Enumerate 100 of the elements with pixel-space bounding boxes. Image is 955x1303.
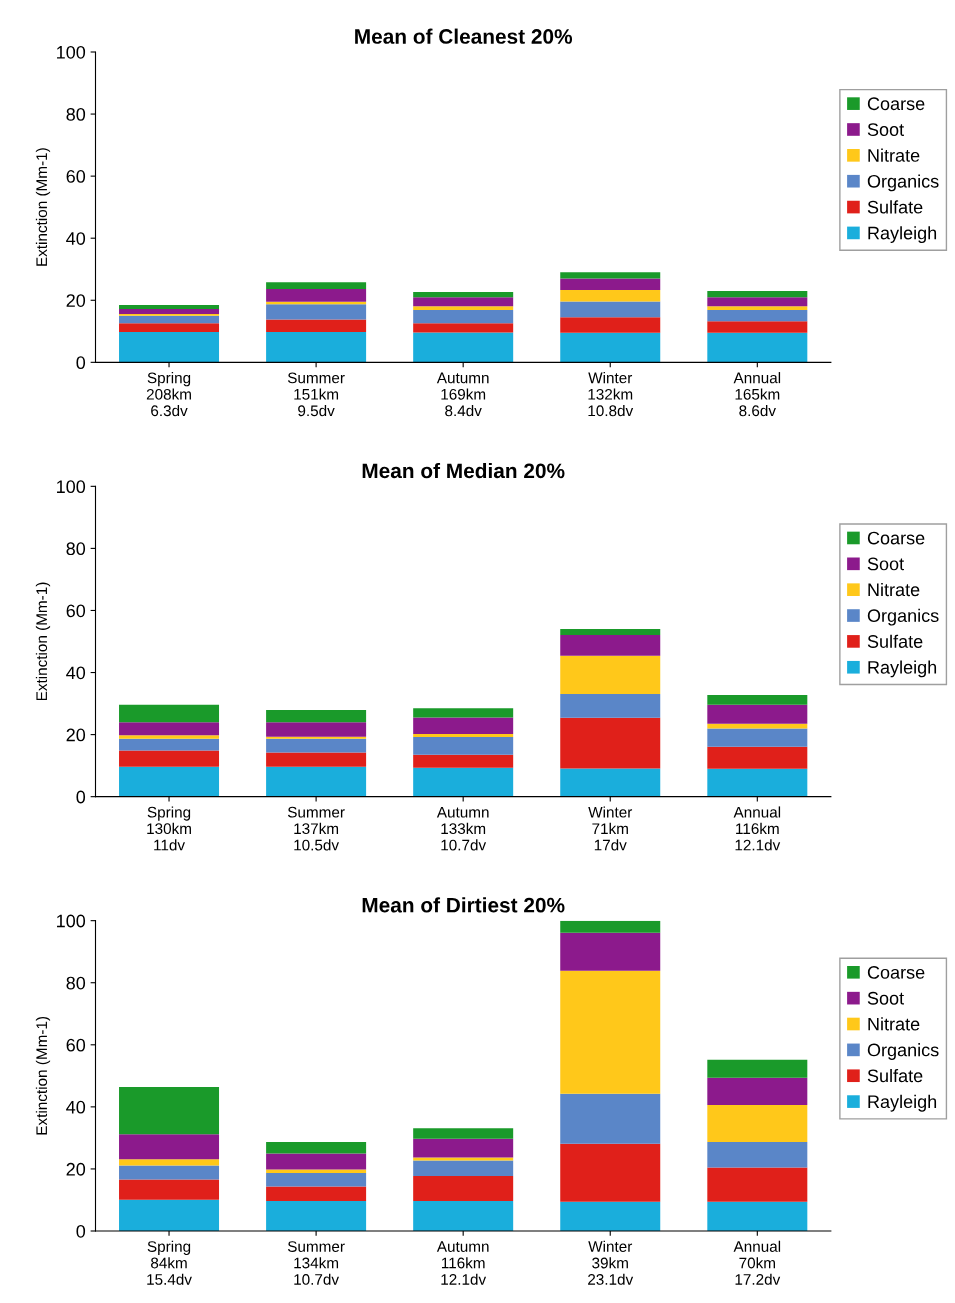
bar <box>119 1165 220 1180</box>
y-tick-label: 100 <box>57 914 86 928</box>
bar <box>119 1159 220 1166</box>
bar <box>707 728 808 747</box>
bar <box>119 1087 220 1135</box>
bar <box>707 746 808 769</box>
y-tick-label: 20 <box>66 1162 86 1176</box>
legend-label: Nitrate <box>868 148 920 162</box>
bar <box>266 1200 367 1231</box>
chart-title: Mean of Median 20% <box>362 462 565 479</box>
bar <box>707 1105 808 1142</box>
bar <box>119 315 220 324</box>
bar <box>560 1201 661 1231</box>
bar <box>266 738 367 753</box>
bar <box>266 304 367 320</box>
bar <box>413 708 514 718</box>
bar <box>119 1179 220 1200</box>
bar <box>266 319 367 332</box>
bar <box>707 1059 808 1078</box>
x-tick-label: Annual 165km 8.6dv <box>733 372 781 417</box>
y-tick-label: 0 <box>76 1224 86 1238</box>
legend-label: Soot <box>867 557 904 571</box>
y-tick-label: 40 <box>66 1100 86 1114</box>
x-tick-label: Annual 116km 12.1dv <box>733 806 781 851</box>
bar <box>707 1167 808 1202</box>
bar <box>266 1172 367 1187</box>
y-tick-label: 100 <box>57 480 86 494</box>
y-tick-label: 20 <box>66 728 86 742</box>
bar <box>707 290 808 298</box>
bar <box>707 309 808 322</box>
bar <box>560 332 661 363</box>
legend-label: Soot <box>867 991 904 1005</box>
x-tick-label: Annual 70km 17.2dv <box>733 1240 781 1285</box>
bar <box>266 710 367 723</box>
bar <box>119 704 220 723</box>
bar <box>560 970 661 1094</box>
x-tick-label: Autumn 133km 10.7dv <box>436 806 489 851</box>
bar <box>413 1176 514 1201</box>
bar <box>413 306 514 310</box>
bar <box>119 304 220 309</box>
bar <box>119 323 220 332</box>
bar <box>413 291 514 298</box>
bar <box>413 1200 514 1231</box>
x-tick-label: Spring 208km 6.3dv <box>146 372 191 417</box>
legend-label: Sulfate <box>867 1068 923 1083</box>
bar <box>560 1093 661 1144</box>
bar <box>560 301 661 318</box>
bar <box>707 306 808 310</box>
x-tick-label: Winter 71km 17dv <box>588 806 633 851</box>
bar <box>560 634 661 656</box>
bar <box>266 331 367 363</box>
bar <box>413 323 514 333</box>
bar <box>266 1153 367 1170</box>
bar <box>413 717 514 734</box>
chart-title: Mean of Dirtiest 20% <box>362 897 565 913</box>
x-tick-label: Summer 137km 10.5dv <box>287 806 345 851</box>
x-tick-label: Winter 39km 23.1dv <box>588 1240 634 1285</box>
x-tick-label: Summer 134km 10.7dv <box>287 1241 345 1285</box>
bar <box>560 920 661 933</box>
bar <box>413 297 514 307</box>
bar <box>119 1134 220 1160</box>
legend-label: Nitrate <box>868 1017 920 1031</box>
bar <box>560 629 661 635</box>
bar <box>560 317 661 333</box>
legend-label: Rayleigh <box>868 226 937 243</box>
y-axis-title: Extinction (Mm-1) <box>35 148 51 266</box>
bar <box>560 717 661 769</box>
bar <box>560 272 661 279</box>
bar <box>413 309 514 324</box>
legend-label: Coarse <box>867 531 925 545</box>
bar <box>266 752 367 767</box>
chart-title: Mean of Cleanest 20% <box>355 28 573 44</box>
bar <box>560 693 661 718</box>
bar <box>119 722 220 736</box>
bar <box>707 1201 808 1231</box>
bar <box>707 297 808 307</box>
bar <box>413 332 514 363</box>
bar <box>413 754 514 768</box>
legend-label: Organics <box>867 174 939 192</box>
bar <box>119 750 220 767</box>
x-tick-label: Spring 84km 15.4dv <box>147 1240 192 1285</box>
legend-label: Rayleigh <box>868 1094 937 1112</box>
y-tick-label: 80 <box>66 108 86 121</box>
bar <box>413 737 514 755</box>
bar <box>560 768 661 797</box>
y-tick-label: 0 <box>76 790 86 804</box>
legend-label: Coarse <box>867 97 925 111</box>
x-tick-label: Spring 130km 11dv <box>147 806 191 851</box>
bar <box>707 704 808 724</box>
y-axis-title: Extinction (Mm-1) <box>35 582 51 701</box>
legend-label: Sulfate <box>867 634 923 648</box>
bar <box>707 332 808 363</box>
bar <box>707 321 808 333</box>
bar <box>413 1157 514 1161</box>
legend-label: Organics <box>867 1043 939 1060</box>
legend-label: Nitrate <box>868 582 920 597</box>
y-tick-label: 0 <box>76 356 86 370</box>
bar <box>707 1077 808 1105</box>
x-tick-label: Winter 132km 10.8dv <box>588 372 634 417</box>
bar <box>707 694 808 705</box>
